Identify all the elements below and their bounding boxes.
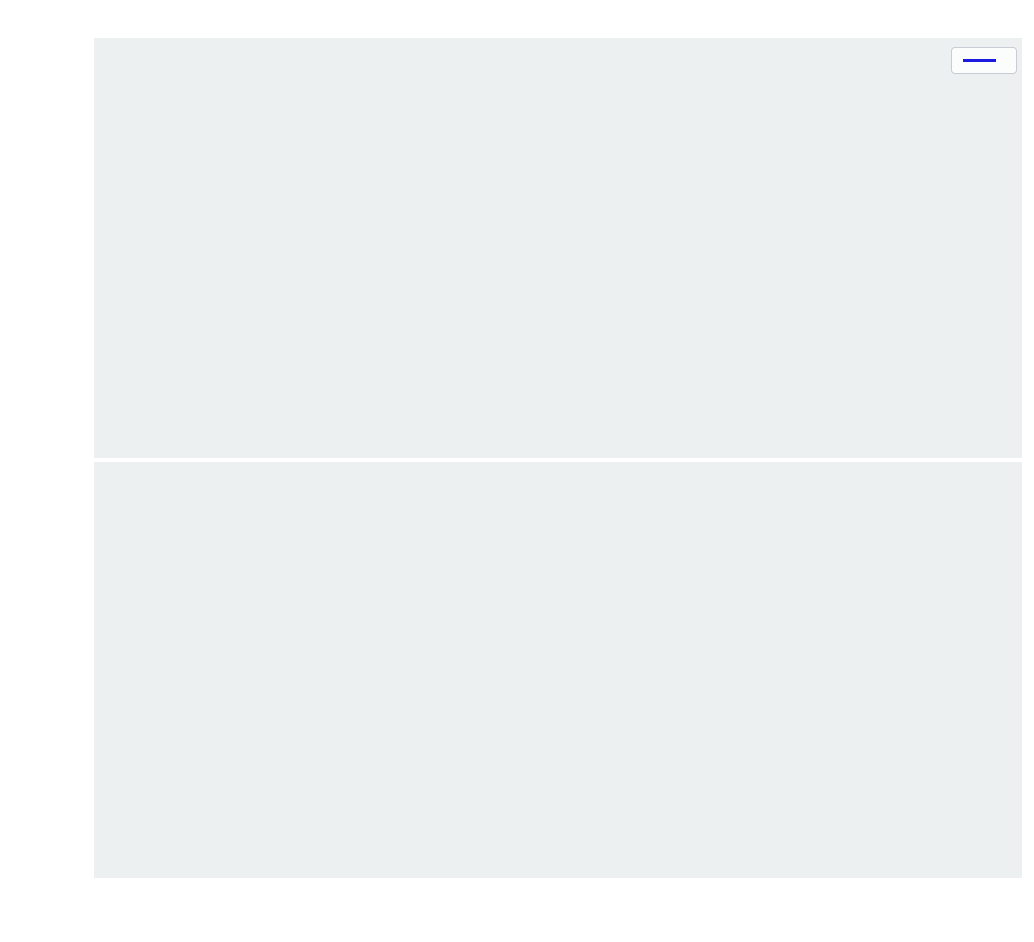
bottom-axes-absolute-change xyxy=(94,462,1022,878)
legend xyxy=(951,47,1017,74)
legend-line-icon xyxy=(963,59,996,62)
top-axes-economic-capital-ratio xyxy=(94,38,1022,458)
